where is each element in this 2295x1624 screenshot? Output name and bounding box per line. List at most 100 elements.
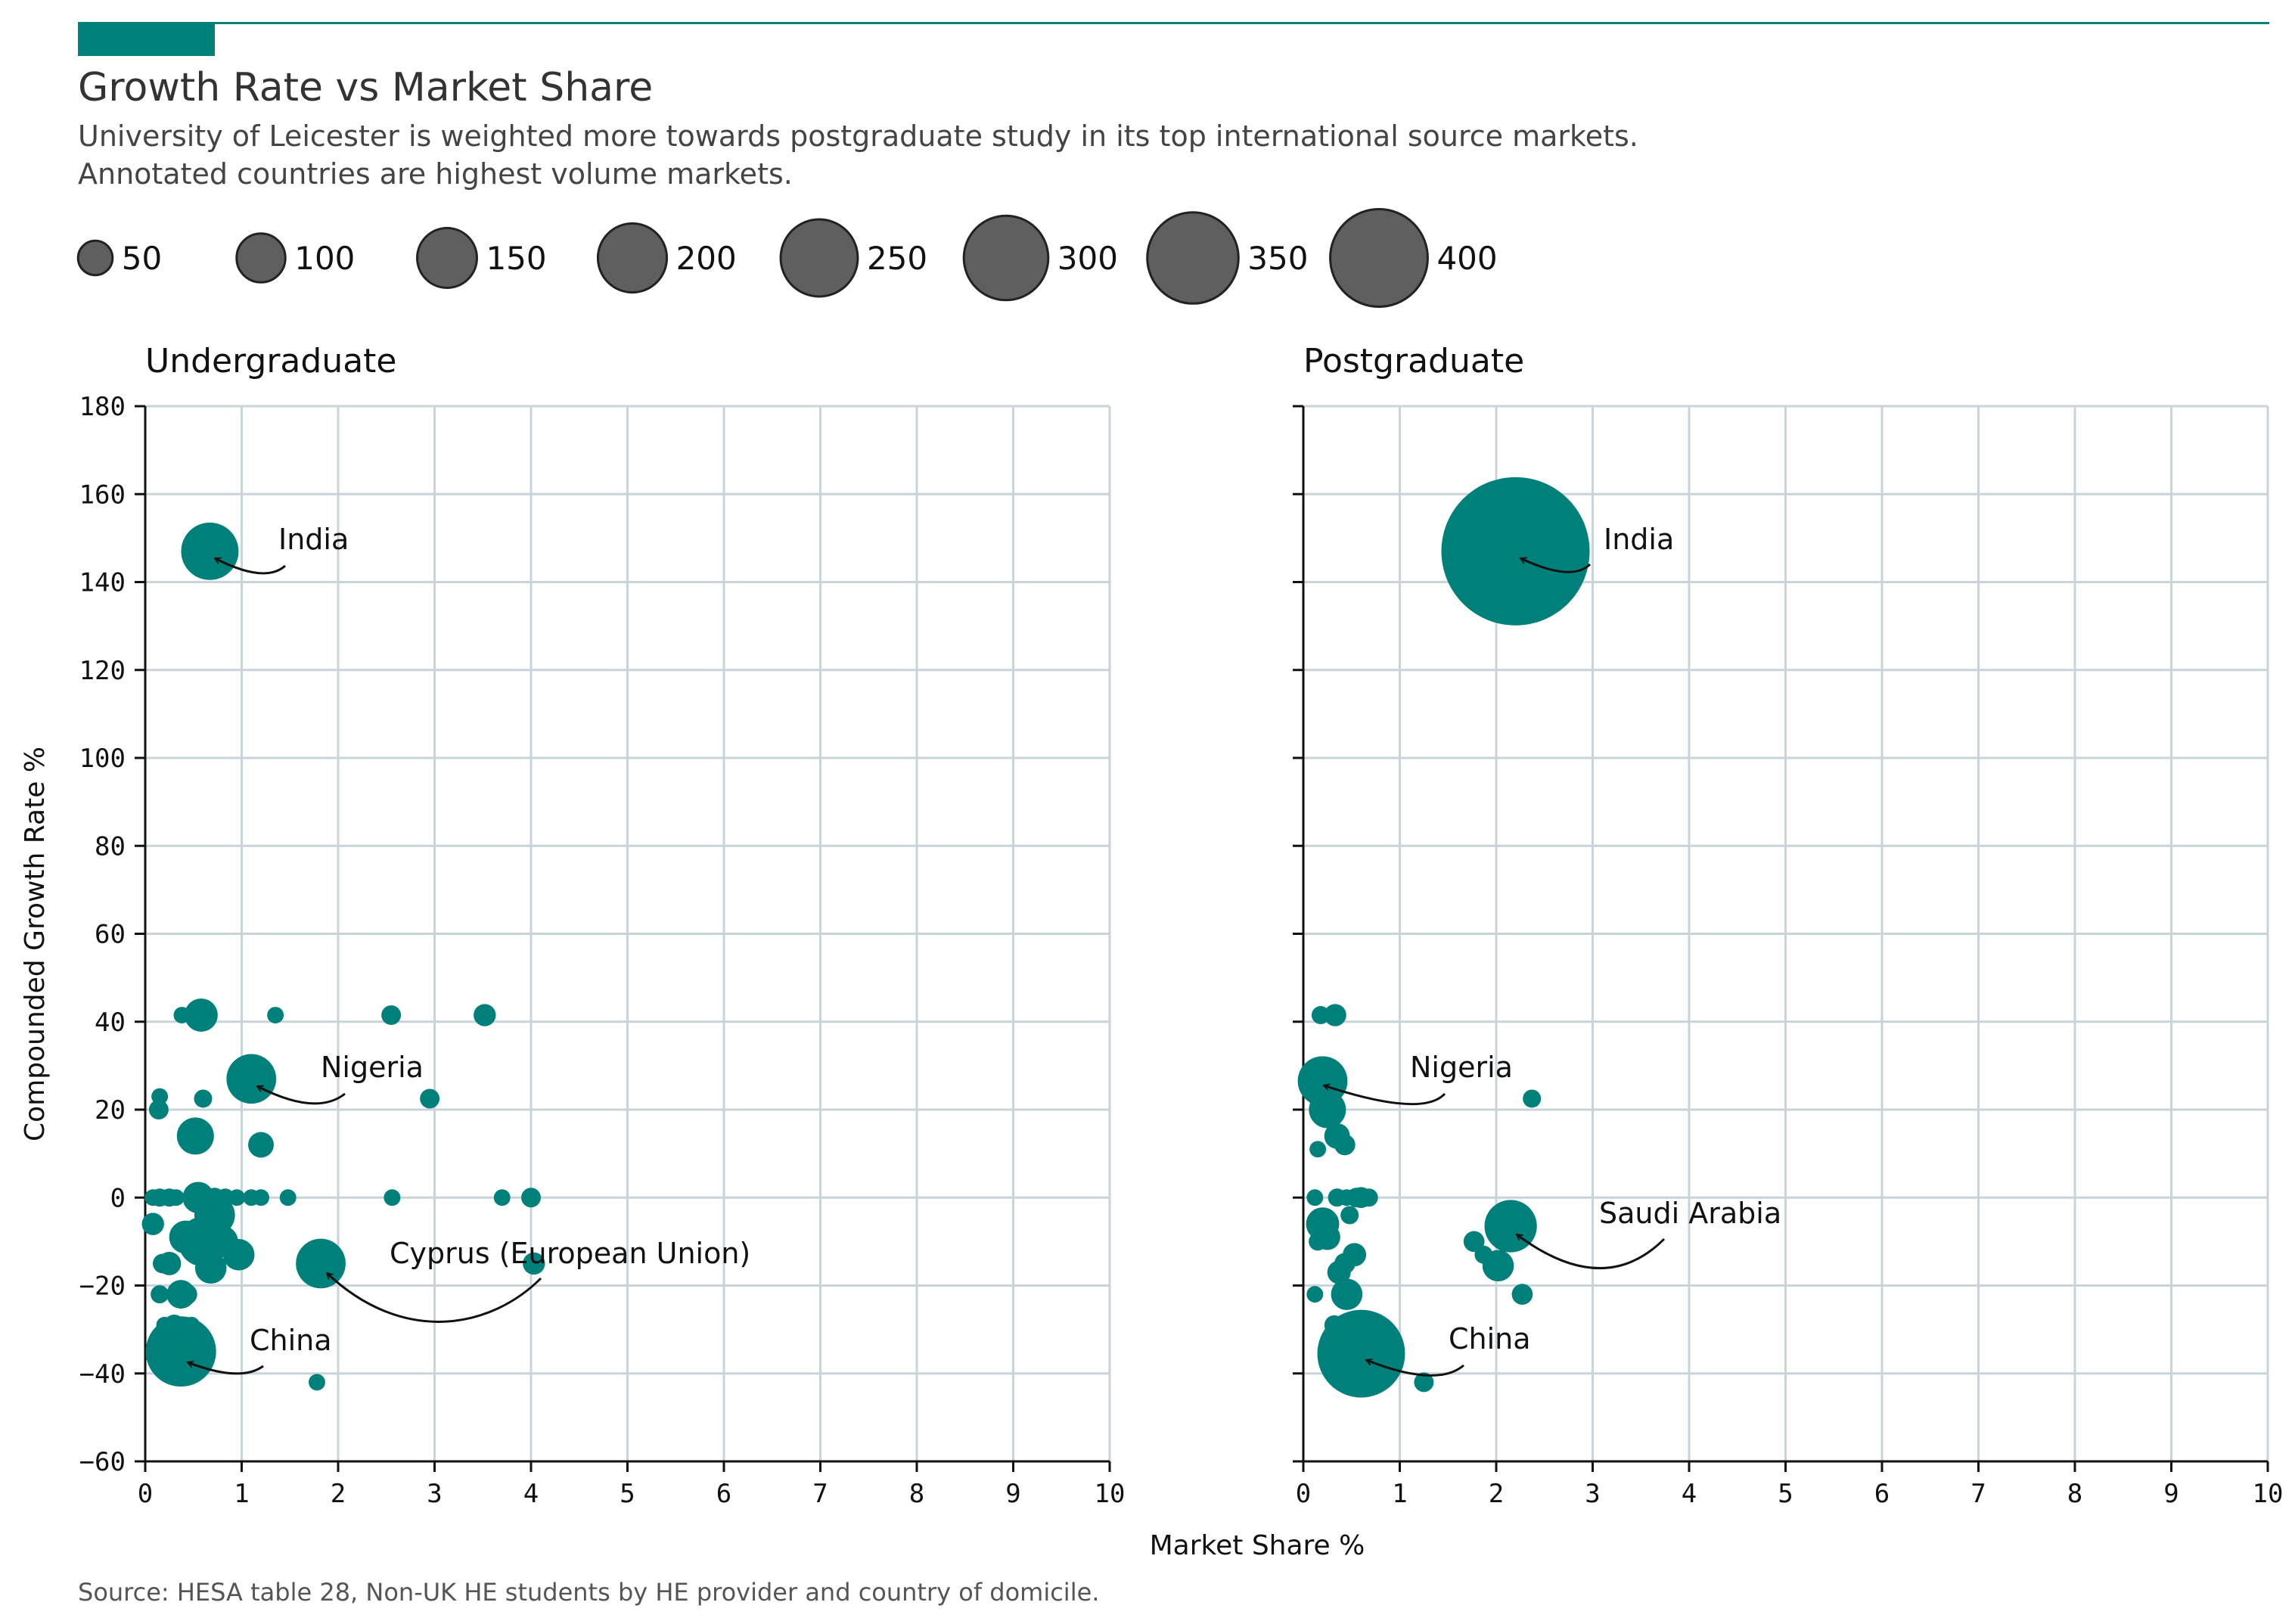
x-tick-label: 9 xyxy=(1005,1479,1020,1509)
x-tick-label: 0 xyxy=(1296,1479,1311,1509)
legend-size-marker xyxy=(235,232,287,284)
y-tick-label: −60 xyxy=(79,1447,126,1477)
annotation-arrow xyxy=(215,557,286,575)
x-tick-label: 8 xyxy=(909,1479,924,1509)
data-point xyxy=(1463,1231,1485,1253)
chart-subtitle-line-2: Annotated countries are highest volume m… xyxy=(78,157,793,191)
data-point xyxy=(384,1189,401,1206)
chart-subtitle-line-1: University of Leicester is weighted more… xyxy=(78,120,1638,153)
data-point xyxy=(173,1007,191,1023)
data-point xyxy=(493,1189,511,1206)
data-point xyxy=(1340,1206,1359,1225)
legend-size-marker xyxy=(76,239,114,277)
x-tick-label: 0 xyxy=(138,1479,153,1509)
x-axis-label: Market Share % xyxy=(1150,1530,1365,1561)
data-point xyxy=(420,1088,440,1109)
annotation-label: China xyxy=(250,1324,332,1357)
legend-size-marker xyxy=(1146,211,1240,305)
data-point xyxy=(181,522,239,580)
x-tick-label: 2 xyxy=(331,1479,346,1509)
data-point xyxy=(194,1089,213,1108)
data-point xyxy=(216,1188,234,1207)
data-point xyxy=(1331,1278,1363,1310)
data-point xyxy=(381,1005,402,1025)
y-axis-label: Compounded Growth Rate % xyxy=(20,747,51,1141)
x-tick-label: 2 xyxy=(1489,1479,1504,1509)
data-point xyxy=(169,1220,203,1254)
y-tick-label: −20 xyxy=(79,1272,126,1302)
x-tick-label: 5 xyxy=(620,1479,635,1509)
data-point xyxy=(267,1007,284,1023)
data-point xyxy=(145,1316,216,1387)
legend-size-marker xyxy=(1329,208,1429,308)
annotation-arrow xyxy=(327,1273,542,1323)
x-tick-label: 3 xyxy=(1585,1479,1600,1509)
panel-title: Undergraduate xyxy=(145,342,397,380)
legend-size-label: 250 xyxy=(867,240,927,277)
data-point xyxy=(1441,477,1590,626)
x-tick-label: 7 xyxy=(1970,1479,1986,1509)
annotation-label: Nigeria xyxy=(1410,1051,1513,1084)
data-point xyxy=(226,1054,277,1104)
data-point xyxy=(1474,1245,1493,1264)
data-point xyxy=(141,1213,164,1235)
annotation-arrow xyxy=(1366,1360,1464,1377)
y-tick-label: 20 xyxy=(95,1095,126,1126)
data-point xyxy=(167,1189,185,1206)
annotation-label: India xyxy=(278,523,349,556)
legend-size-label: 400 xyxy=(1436,240,1497,277)
x-tick-label: 1 xyxy=(1392,1479,1407,1509)
legend-size-label: 350 xyxy=(1247,240,1308,277)
data-point xyxy=(523,1252,545,1275)
data-point xyxy=(1335,1316,1352,1334)
data-point xyxy=(1523,1089,1542,1108)
x-tick-label: 1 xyxy=(234,1479,249,1509)
legend-size-marker xyxy=(596,222,669,294)
panel-postgraduate: 0 1 2 3 4 5 6 7 8 9 10 Postgraduate India Nigeria Saud… xyxy=(1293,342,2283,1509)
accent-block xyxy=(78,22,215,56)
data-point xyxy=(152,1253,172,1274)
data-point xyxy=(1306,1189,1324,1206)
data-point xyxy=(175,1284,197,1305)
data-point xyxy=(1334,1134,1356,1156)
data-point xyxy=(156,1316,173,1334)
data-point xyxy=(1338,1189,1356,1206)
data-point xyxy=(176,1117,214,1155)
x-tick-label: 10 xyxy=(1095,1479,1126,1509)
annotation-label: Cyprus (European Union) xyxy=(390,1237,750,1270)
data-point xyxy=(474,1004,496,1026)
annotation-arrow xyxy=(1517,1233,1666,1269)
legend-size-label: 50 xyxy=(122,240,162,277)
x-tick-label: 10 xyxy=(2253,1479,2284,1509)
x-tick-label: 5 xyxy=(1778,1479,1793,1509)
data-point xyxy=(194,1252,227,1284)
data-point xyxy=(151,1285,169,1304)
x-tick-label: 4 xyxy=(1682,1479,1697,1509)
annotation-arrow xyxy=(1324,1085,1446,1106)
legend-size-label: 150 xyxy=(486,240,546,277)
y-tick-label: 160 xyxy=(79,480,126,510)
data-point xyxy=(144,1189,162,1206)
data-point xyxy=(145,1346,164,1365)
data-point xyxy=(521,1188,541,1208)
annotation-arrow xyxy=(1520,558,1592,573)
annotation-arrow xyxy=(257,1085,346,1105)
legend-size-label: 100 xyxy=(294,240,355,277)
data-point xyxy=(1306,1286,1324,1303)
annotation-label: Nigeria xyxy=(321,1051,424,1084)
data-point xyxy=(185,998,218,1032)
legend-size-marker xyxy=(962,214,1050,302)
data-point xyxy=(253,1189,269,1206)
data-point xyxy=(279,1189,297,1206)
y-tick-label: 120 xyxy=(79,656,126,686)
y-tick-label: −40 xyxy=(79,1359,126,1390)
data-point xyxy=(1334,1253,1356,1275)
x-tick-label: 9 xyxy=(2163,1479,2179,1509)
annotation-arrow xyxy=(188,1362,264,1375)
y-tick-label: 180 xyxy=(79,392,126,422)
data-point xyxy=(1309,1089,1328,1108)
data-point xyxy=(183,1316,200,1334)
data-point xyxy=(222,1239,255,1271)
y-tick-label: 100 xyxy=(79,744,126,774)
